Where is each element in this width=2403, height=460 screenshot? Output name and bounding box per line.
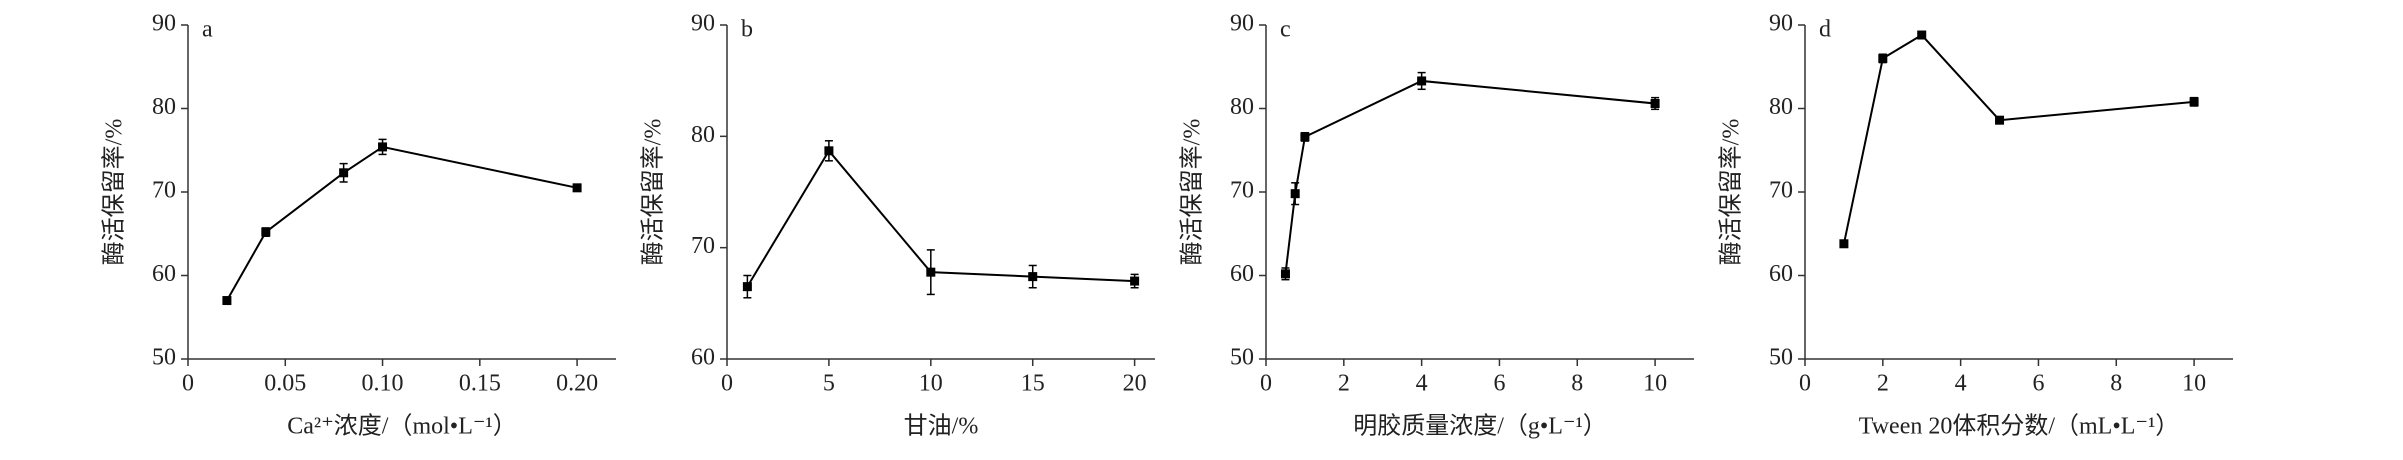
y-tick-label: 80 bbox=[1230, 94, 1254, 120]
y-axis-label: 酶活保留率/% bbox=[101, 119, 128, 266]
panel-label: d bbox=[1819, 17, 1831, 43]
y-tick-label: 50 bbox=[1230, 345, 1254, 371]
data-point bbox=[1290, 189, 1300, 199]
x-tick-label: 4 bbox=[1955, 371, 1967, 397]
y-tick-label: 50 bbox=[152, 345, 176, 371]
x-tick-label: 0.15 bbox=[459, 371, 501, 397]
panel-label: b bbox=[741, 17, 753, 43]
data-point bbox=[1028, 272, 1038, 282]
data-line bbox=[1284, 79, 1656, 274]
y-tick-label: 90 bbox=[1769, 11, 1793, 37]
y-axis-label: 酶活保留率/% bbox=[1179, 119, 1206, 266]
panel-label: a bbox=[202, 17, 213, 43]
y-axis-label: 酶活保留率/% bbox=[1718, 119, 1745, 266]
data-point bbox=[2189, 97, 2199, 107]
data-point bbox=[1917, 30, 1927, 40]
y-tick-label: 70 bbox=[152, 178, 176, 204]
x-tick-label: 0.20 bbox=[556, 371, 598, 397]
x-axis-label: Ca²⁺浓度/（mol•L⁻¹） bbox=[287, 413, 516, 440]
y-tick-label: 60 bbox=[691, 345, 715, 371]
x-tick-label: 10 bbox=[2182, 371, 2206, 397]
y-tick-label: 70 bbox=[691, 233, 715, 259]
y-tick-label: 50 bbox=[1769, 345, 1793, 371]
data-point bbox=[1878, 53, 1888, 63]
y-tick-label: 80 bbox=[1769, 94, 1793, 120]
x-tick-label: 0 bbox=[1260, 371, 1272, 397]
x-tick-label: 0.05 bbox=[264, 371, 306, 397]
x-tick-label: 0 bbox=[182, 371, 194, 397]
x-axis-label: 明胶质量浓度/（g•L⁻¹） bbox=[1353, 413, 1607, 440]
y-tick-label: 60 bbox=[1769, 261, 1793, 287]
x-axis-label: 甘油/% bbox=[904, 413, 979, 440]
x-tick-label: 2 bbox=[1877, 371, 1889, 397]
y-tick-label: 80 bbox=[691, 122, 715, 148]
data-line bbox=[226, 145, 578, 302]
data-point bbox=[222, 296, 232, 306]
x-tick-label: 10 bbox=[919, 371, 943, 397]
panel-label: c bbox=[1280, 17, 1291, 43]
data-line bbox=[746, 149, 1135, 288]
x-tick-label: 20 bbox=[1123, 371, 1147, 397]
data-point bbox=[742, 282, 752, 292]
x-tick-label: 0 bbox=[1799, 371, 1811, 397]
x-tick-label: 6 bbox=[2032, 371, 2044, 397]
data-point bbox=[261, 227, 271, 237]
data-point bbox=[1417, 76, 1427, 86]
y-tick-label: 90 bbox=[691, 11, 715, 37]
x-tick-label: 0.10 bbox=[362, 371, 404, 397]
y-tick-label: 60 bbox=[1230, 261, 1254, 287]
y-tick-label: 90 bbox=[152, 11, 176, 37]
x-tick-label: 15 bbox=[1021, 371, 1045, 397]
data-point bbox=[339, 168, 349, 178]
data-point bbox=[926, 267, 936, 277]
x-tick-label: 8 bbox=[2110, 371, 2122, 397]
data-point bbox=[1300, 132, 1310, 142]
data-point bbox=[572, 183, 582, 193]
data-point bbox=[1650, 98, 1660, 108]
y-tick-label: 60 bbox=[152, 261, 176, 287]
data-line bbox=[1842, 33, 2195, 244]
data-point bbox=[378, 142, 388, 152]
x-axis-label: Tween 20体积分数/（mL•L⁻¹） bbox=[1859, 413, 2180, 440]
y-axis-label: 酶活保留率/% bbox=[640, 119, 667, 266]
x-tick-label: 0 bbox=[721, 371, 733, 397]
data-point bbox=[1995, 115, 2005, 125]
x-tick-label: 10 bbox=[1643, 371, 1667, 397]
y-tick-label: 90 bbox=[1230, 11, 1254, 37]
x-tick-label: 4 bbox=[1416, 371, 1428, 397]
y-tick-label: 70 bbox=[1230, 178, 1254, 204]
y-tick-label: 70 bbox=[1769, 178, 1793, 204]
x-tick-label: 5 bbox=[823, 371, 835, 397]
x-tick-label: 6 bbox=[1493, 371, 1505, 397]
x-tick-label: 2 bbox=[1338, 371, 1350, 397]
data-point bbox=[1280, 269, 1290, 279]
data-point bbox=[824, 146, 834, 156]
data-point bbox=[1839, 239, 1849, 249]
data-point bbox=[1130, 276, 1140, 286]
y-tick-label: 80 bbox=[152, 94, 176, 120]
x-tick-label: 8 bbox=[1571, 371, 1583, 397]
